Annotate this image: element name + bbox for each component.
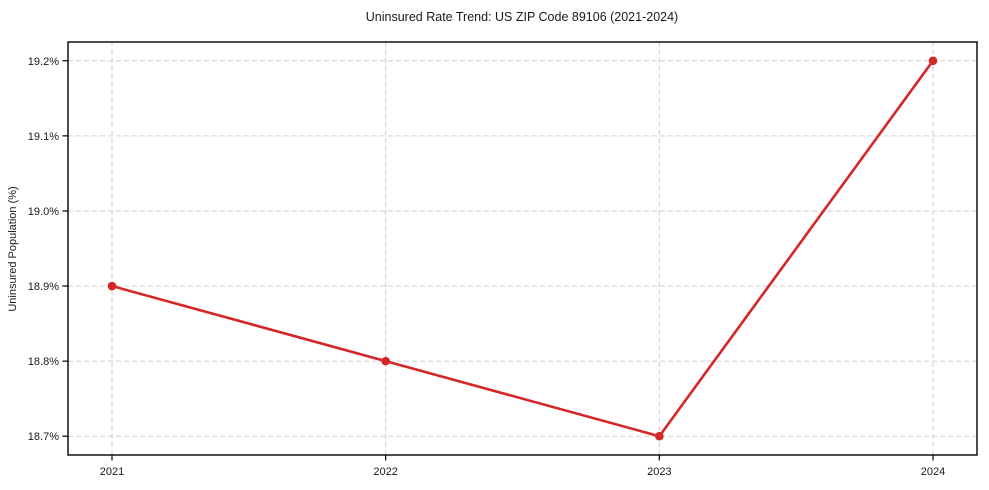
data-point [107,281,117,291]
chart-title: Uninsured Rate Trend: US ZIP Code 89106 … [366,10,678,24]
data-series-layer [107,56,938,441]
x-tick-label: 2024 [921,466,945,478]
data-point [381,356,390,366]
y-tick-label: 18.7% [28,431,59,443]
y-tick-label: 19.2% [28,56,59,68]
x-tick-label: 2021 [100,466,124,478]
y-tick-label: 18.8% [28,356,59,368]
grid-layer [68,42,977,455]
y-tick-label: 19.0% [28,206,59,218]
y-tick-label: 18.9% [28,281,59,293]
data-point [655,431,664,441]
trend-line [110,59,935,438]
y-axis-label: Uninsured Population (%) [7,186,19,311]
axes-layer: 18.7% 18.8% 18.9% 19.0% 19.1% 19.2% 2021 2022 20… [28,41,978,478]
data-point [928,56,938,66]
x-tick-label: 2023 [647,466,671,478]
x-tick-label: 2022 [373,466,397,478]
plot-border [67,41,978,456]
y-tick-label: 19.1% [28,131,59,143]
